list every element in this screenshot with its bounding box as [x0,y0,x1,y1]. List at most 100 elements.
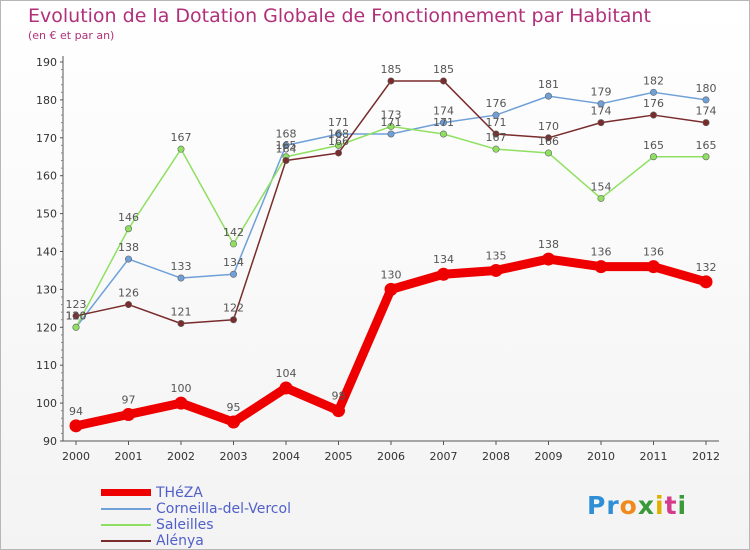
x-tick-label: 2004 [272,450,300,463]
data-point-alenya [439,77,447,85]
data-point-alenya [649,111,657,119]
y-tick-label: 100 [36,397,57,410]
data-point-corneilla [702,96,710,104]
data-label-alenya: 164 [276,143,297,156]
y-tick-label: 90 [43,435,57,448]
y-tick-label: 140 [36,246,57,259]
data-label-corneilla: 168 [276,127,297,140]
data-point-saleilles [597,194,605,202]
data-label-saleilles: 146 [118,211,139,224]
data-label-alenya: 185 [433,63,454,76]
data-point-saleilles [72,323,80,331]
data-point-theza [647,260,660,274]
logo-letter: o [619,491,638,520]
data-label-alenya: 121 [171,306,192,319]
data-point-theza [437,267,450,281]
data-label-saleilles: 167 [171,131,192,144]
data-point-corneilla [597,100,605,108]
data-point-alenya [177,320,185,328]
y-tick-label: 130 [36,283,57,296]
data-point-saleilles [492,145,500,153]
data-point-corneilla [230,270,238,278]
data-label-theza: 130 [381,268,402,281]
legend-label-saleilles: Saleilles [156,517,214,533]
data-point-alenya [334,149,342,157]
data-label-alenya: 171 [486,116,507,129]
data-label-corneilla: 171 [381,116,402,129]
data-label-alenya: 170 [538,120,559,133]
data-point-corneilla [649,88,657,96]
logo-letter: x [637,491,655,520]
data-point-theza [384,282,398,296]
x-tick-label: 2009 [535,450,563,463]
data-label-theza: 100 [171,382,192,395]
data-label-theza: 98 [332,390,346,403]
logo-letter: t [664,491,678,520]
data-label-saleilles: 142 [223,226,244,239]
legend-label-theza: THéZA [156,485,203,501]
data-point-theza [489,263,503,277]
data-label-saleilles: 171 [433,116,454,129]
legend-label-corneilla: Corneilla-del-Vercol [156,501,291,517]
data-label-saleilles: 120 [66,309,87,322]
data-point-saleilles [387,122,395,130]
data-label-saleilles: 165 [696,139,717,152]
data-label-theza: 136 [591,246,612,259]
chart-title: Evolution de la Dotation Globale de Fonc… [28,5,651,27]
x-tick-label: 2006 [377,450,405,463]
y-tick-label: 160 [36,170,57,183]
data-point-corneilla [334,130,342,138]
x-tick-label: 2005 [325,450,353,463]
y-tick-label: 170 [36,132,57,145]
logo-letter: P [587,491,607,520]
chart-axes: 90 100 110 120 130 140 150 160 170 180 190 2000 2001… [36,56,720,463]
data-point-saleilles [702,153,710,161]
data-label-alenya: 174 [591,105,612,118]
data-point-corneilla [387,130,395,138]
data-point-corneilla [282,141,290,149]
data-label-saleilles: 167 [486,131,507,144]
chart-subtitle: (en € et par an) [28,29,115,42]
data-label-corneilla: 176 [486,97,507,110]
data-label-corneilla: 134 [223,256,244,269]
data-label-theza: 104 [276,367,297,380]
data-point-corneilla [439,119,447,127]
data-point-corneilla [125,255,133,263]
data-point-alenya [492,130,500,138]
legend-label-alenya: Alénya [156,533,204,549]
x-tick-label: 2008 [482,450,510,463]
data-point-theza [279,381,293,395]
data-label-corneilla: 120 [66,309,87,322]
data-label-theza: 94 [69,405,83,418]
data-label-theza: 138 [538,238,559,251]
data-point-saleilles [334,141,342,149]
x-tick-label: 2000 [62,450,90,463]
data-point-theza [542,252,555,266]
data-point-alenya [282,157,290,165]
data-point-alenya [72,312,80,320]
data-point-saleilles [544,149,552,157]
series-layer [69,77,713,433]
data-point-saleilles [649,153,657,161]
data-label-corneilla: 133 [171,260,192,273]
data-label-theza: 97 [122,393,136,406]
data-label-corneilla: 171 [328,116,349,129]
data-point-theza [332,404,345,418]
data-point-corneilla [177,274,185,282]
data-point-theza [594,260,608,274]
data-point-theza [69,419,83,433]
data-point-alenya [544,134,552,142]
data-point-alenya [387,77,395,85]
proxiti-logo: Proxiti [587,491,687,520]
data-label-alenya: 176 [643,97,664,110]
x-tick-label: 2003 [220,450,248,463]
x-tick-label: 2007 [430,450,458,463]
data-label-corneilla: 181 [538,78,559,91]
data-point-corneilla [544,92,552,100]
data-label-corneilla: 174 [433,105,454,118]
y-tick-label: 190 [36,56,57,69]
x-tick-label: 2011 [640,450,668,463]
data-label-alenya: 123 [66,298,87,311]
